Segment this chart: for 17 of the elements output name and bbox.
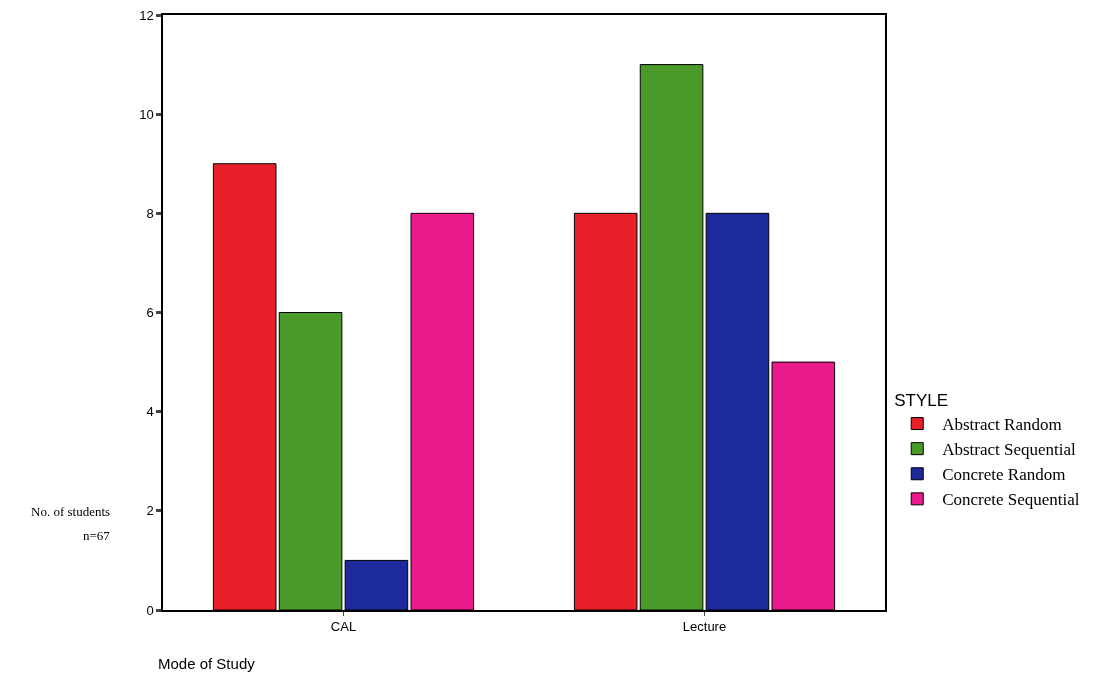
x-axis-title: Mode of Study	[158, 655, 256, 672]
x-tick-label: CAL	[330, 619, 357, 635]
legend-label: Concrete Random	[942, 465, 1066, 485]
y-tick-label: 10	[139, 106, 154, 122]
y-tick-label: 8	[146, 205, 154, 221]
y-tick-label: 12	[139, 7, 154, 23]
text: n=67	[83, 528, 111, 543]
legend-title: STYLE	[894, 391, 949, 410]
legend-label: Abstract Sequential	[942, 440, 1077, 460]
y-tick-label: 6	[146, 305, 154, 321]
y-tick-label: 2	[146, 503, 154, 519]
y-axis-title: No. of students	[31, 504, 111, 519]
legend-label: Abstract Random	[942, 415, 1062, 435]
x-tick-label: Lecture	[682, 619, 727, 635]
legend-label: Concrete Sequential	[942, 490, 1080, 510]
y-tick-label: 0	[146, 602, 154, 618]
y-tick-label: 4	[146, 404, 154, 420]
